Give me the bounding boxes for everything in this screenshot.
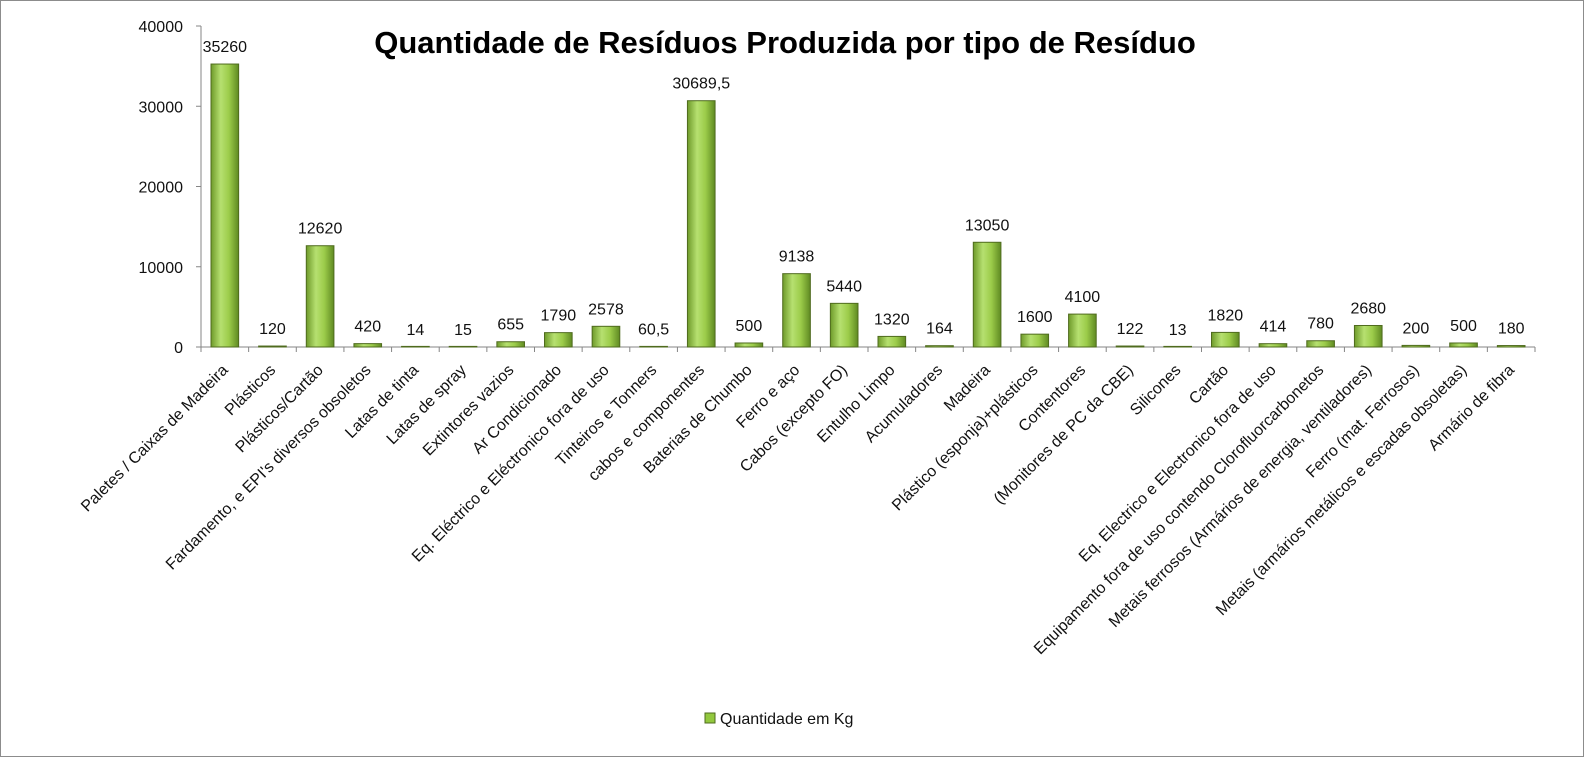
- data-label: 5440: [826, 278, 862, 295]
- data-label: 200: [1403, 320, 1430, 337]
- category-label: Armário de fibra: [1425, 362, 1518, 455]
- y-axis: 0 10000 20000 30000 40000: [139, 19, 202, 357]
- chart-title: Quantidade de Resíduos Produzida por tip…: [374, 25, 1196, 60]
- bar: [877, 335, 907, 348]
- data-label: 414: [1260, 319, 1287, 336]
- bar: [258, 345, 287, 348]
- data-label: 12620: [298, 221, 343, 238]
- data-label: 13: [1169, 322, 1187, 339]
- data-label: 120: [259, 321, 286, 338]
- category-label: Extintores vazios: [420, 362, 518, 460]
- bar: [829, 302, 859, 348]
- data-labels: 35260 120 12620 420 14 15 655 1790 2578 60,5 30689…: [203, 39, 1525, 339]
- category-label: Cartão: [1186, 362, 1232, 408]
- data-label: 35260: [203, 39, 248, 56]
- bar: [1115, 345, 1145, 348]
- y-tick-label: 0: [174, 340, 183, 357]
- bar: [401, 345, 430, 348]
- bar: [210, 63, 240, 348]
- category-label: Equipamento fora de uso contendo Clorofl…: [1031, 362, 1327, 658]
- y-tick-label: 20000: [139, 180, 184, 197]
- data-label: 500: [736, 318, 763, 335]
- bar: [1449, 342, 1478, 348]
- bar: [1068, 313, 1097, 348]
- x-axis: [200, 346, 1536, 352]
- bar: [448, 345, 478, 348]
- data-label: 164: [926, 321, 953, 338]
- bar: [544, 332, 573, 348]
- bar: [1306, 340, 1335, 348]
- data-label: 13050: [965, 217, 1010, 234]
- category-label: Ar Condicionado: [469, 362, 565, 458]
- bar: [496, 341, 525, 348]
- data-label: 60,5: [638, 322, 669, 339]
- bar: [1496, 345, 1526, 348]
- legend: Quantidade em Kg: [704, 711, 853, 728]
- bars: [210, 63, 1526, 348]
- data-label: 15: [454, 322, 472, 339]
- data-label: 500: [1450, 318, 1477, 335]
- data-label: 655: [497, 317, 524, 334]
- data-label: 4100: [1065, 289, 1101, 306]
- data-label: 420: [354, 319, 381, 336]
- data-label: 1320: [874, 311, 910, 328]
- category-label: Paletes / Caixas de Madeira: [78, 362, 232, 516]
- data-label: 780: [1307, 316, 1334, 333]
- bar: [1211, 331, 1240, 348]
- data-label: 122: [1117, 321, 1144, 338]
- bar: [782, 273, 811, 348]
- bar: [305, 245, 335, 348]
- bar: [353, 343, 383, 348]
- data-label: 2680: [1350, 300, 1386, 317]
- bar: [1258, 343, 1288, 348]
- category-labels: Paletes / Caixas de MadeiraPlásticosPlás…: [78, 362, 1518, 658]
- bar: [925, 345, 954, 348]
- legend-swatch: [704, 712, 716, 724]
- bar: [734, 342, 764, 348]
- legend-label-quantidade: Quantidade em Kg: [720, 711, 853, 728]
- data-label: 1820: [1208, 307, 1244, 324]
- data-label: 30689,5: [672, 76, 730, 93]
- data-label: 1790: [541, 308, 577, 325]
- data-label: 14: [406, 322, 424, 339]
- bar: [686, 100, 716, 348]
- y-tick-label: 40000: [139, 19, 184, 36]
- data-label: 2578: [588, 301, 624, 318]
- data-label: 1600: [1017, 309, 1053, 326]
- y-tick-label: 30000: [139, 99, 184, 116]
- bar: [1401, 344, 1431, 348]
- category-label: Plásticos/Cartão: [233, 362, 327, 456]
- bar: [1163, 345, 1192, 348]
- bar: [972, 241, 1002, 348]
- bar: [591, 325, 621, 348]
- bar: [639, 345, 668, 348]
- bar: [1353, 324, 1383, 348]
- data-label: 9138: [779, 249, 815, 266]
- y-tick-label: 10000: [139, 260, 184, 277]
- data-label: 180: [1498, 321, 1525, 338]
- category-label: Silicones: [1127, 362, 1184, 419]
- bar: [1020, 333, 1050, 348]
